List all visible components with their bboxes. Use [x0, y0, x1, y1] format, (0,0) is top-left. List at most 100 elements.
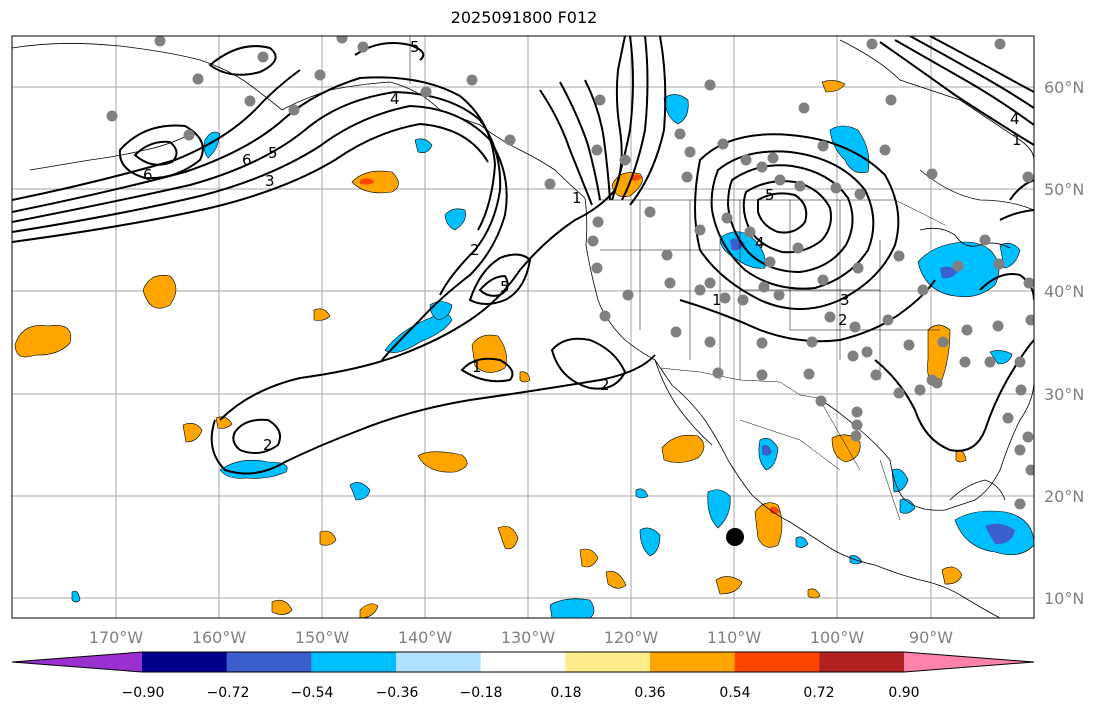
station-dot	[591, 144, 603, 156]
contour-line	[874, 339, 1034, 452]
shade-area	[807, 588, 821, 599]
station-dot	[756, 369, 768, 381]
canada-coast	[839, 39, 1034, 161]
station-dot	[1015, 384, 1027, 396]
contour-line	[726, 164, 854, 274]
shade-area	[351, 170, 399, 194]
station-dot	[806, 336, 818, 348]
shade-area	[891, 468, 909, 493]
contour-label-6b: 6	[242, 151, 252, 169]
lon-label-150w: 150°W	[295, 628, 350, 647]
station-dot	[694, 224, 706, 236]
shade-area	[429, 301, 453, 321]
station-dot	[684, 146, 696, 158]
contour-line	[12, 69, 301, 201]
map-frame	[11, 35, 1035, 619]
lon-label-100w: 100°W	[810, 628, 865, 647]
shade-area	[319, 530, 337, 546]
station-dot	[336, 36, 348, 44]
contour-line	[710, 150, 875, 290]
station-dot	[992, 320, 1004, 332]
contour-line	[210, 354, 656, 475]
colorbar-tick: −0.36	[376, 685, 419, 701]
station-dot	[773, 289, 785, 301]
station-dot	[592, 216, 604, 228]
station-dot	[1022, 171, 1034, 183]
colorbar-tick: −0.90	[122, 685, 165, 701]
station-dot	[587, 235, 599, 247]
station-dot	[767, 152, 779, 164]
state-lines	[600, 200, 940, 380]
lon-label-120w: 120°W	[604, 628, 659, 647]
station-dot	[1023, 277, 1034, 289]
station-dot	[661, 249, 673, 261]
contour-value-labels: 6 6 5 5 5 5 4 4 4 3 3 2 2 2 2 1 1 1 1	[143, 38, 1022, 454]
station-dot	[737, 294, 749, 306]
shade-core	[632, 174, 642, 181]
station-dot	[644, 206, 656, 218]
latitude-labels: 60°N 50°N 40°N 30°N 20°N 10°N	[1044, 78, 1084, 608]
station-dot	[866, 38, 878, 50]
contour-line	[621, 36, 649, 201]
station-dot	[717, 138, 729, 150]
shade-area	[271, 599, 293, 615]
contour-line	[354, 42, 425, 61]
colorbar-outline	[11, 651, 1035, 673]
station-dot	[852, 262, 864, 274]
colorbar-segment	[480, 652, 566, 672]
contour-label-2: 2	[470, 241, 480, 259]
contour-line	[12, 104, 508, 361]
station-dot	[681, 171, 693, 183]
contour-line	[909, 36, 1034, 109]
contour-line	[12, 90, 502, 296]
lon-label-130w: 130°W	[501, 628, 556, 647]
station-dot	[926, 374, 938, 386]
shade-area	[579, 548, 599, 568]
shade-area	[519, 371, 531, 383]
colorbar-segment	[311, 652, 397, 672]
map-title: 2025091800 F012	[450, 8, 598, 27]
mexico-states	[739, 399, 901, 521]
hudson-coast	[919, 169, 1034, 211]
contour-label-1b: 1	[472, 358, 482, 376]
contour-line	[679, 279, 936, 343]
contour-line	[12, 122, 489, 243]
station-dot	[712, 367, 724, 379]
station-dot	[183, 129, 195, 141]
contour-label-3: 3	[265, 172, 275, 190]
contour-line	[468, 253, 532, 305]
shade-area	[663, 94, 689, 125]
colorbar	[11, 651, 1035, 673]
station-dot	[824, 311, 836, 323]
station-dot	[961, 324, 973, 336]
lat-label-30n: 30°N	[1044, 385, 1084, 404]
colorbar-tick: 0.90	[888, 685, 919, 701]
station-dot	[817, 274, 829, 286]
lat-label-50n: 50°N	[1044, 180, 1084, 199]
colorbar-segment	[565, 652, 651, 672]
colorbar-tick: 0.18	[550, 685, 581, 701]
station-dot	[1014, 444, 1026, 456]
station-dot	[504, 134, 516, 146]
shade-area	[417, 451, 468, 473]
station-dot	[1025, 464, 1034, 476]
station-dot	[591, 262, 603, 274]
colorbar-tick: 0.54	[719, 685, 750, 701]
station-dot	[926, 168, 938, 180]
station-dot	[893, 387, 905, 399]
contour-label-6: 6	[143, 166, 153, 184]
station-dot	[694, 284, 706, 296]
shade-core	[770, 506, 780, 514]
colorbar-tick: 0.36	[634, 685, 665, 701]
lon-label-90w: 90°W	[909, 628, 953, 647]
colorbar-tick-labels: −0.90 −0.72 −0.54 −0.36 −0.18 0.18 0.36 …	[122, 685, 920, 701]
station-dot	[792, 242, 804, 254]
contour-line	[539, 89, 593, 206]
station-dot	[664, 277, 676, 289]
shade-area	[497, 526, 519, 550]
station-dot	[885, 94, 897, 106]
shade-area	[444, 208, 466, 231]
station-dot	[756, 161, 768, 173]
station-dot	[257, 51, 269, 63]
colorbar-segment	[734, 652, 820, 672]
